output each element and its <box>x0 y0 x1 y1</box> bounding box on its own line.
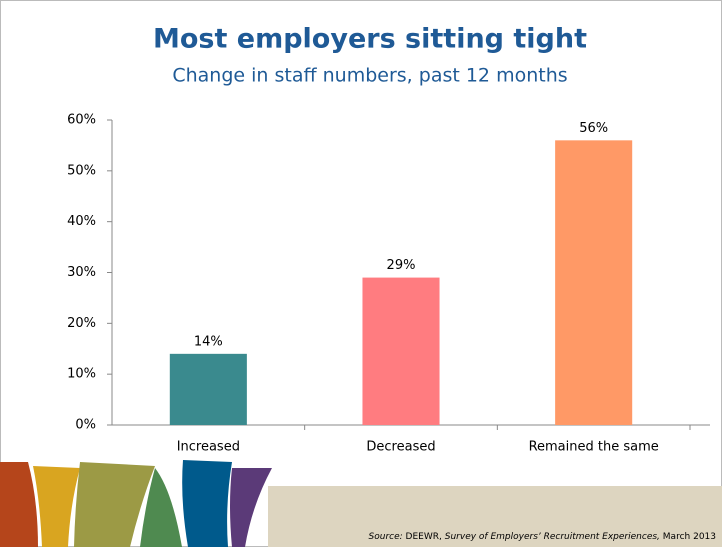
y-tick-label: 0% <box>75 418 96 433</box>
chart-title: Most employers sitting tight <box>153 24 587 55</box>
petal <box>0 462 38 547</box>
y-tick-label: 20% <box>67 316 96 331</box>
x-tick-label: Decreased <box>366 440 435 455</box>
petal <box>230 468 272 547</box>
value-label: 56% <box>579 121 608 136</box>
petal <box>33 466 80 547</box>
bar <box>362 277 440 425</box>
source-title: Survey of Employers’ Recruitment Experie… <box>445 532 660 542</box>
bar <box>169 353 247 425</box>
y-tick-label: 40% <box>67 214 96 229</box>
source-org: DEEWR, <box>406 532 442 542</box>
y-tick-label: 60% <box>67 113 96 128</box>
chart-subtitle: Change in staff numbers, past 12 months <box>172 65 567 87</box>
x-tick-label: Increased <box>177 440 240 455</box>
y-tick-label: 50% <box>67 163 96 178</box>
value-label: 29% <box>387 258 416 273</box>
y-tick-label: 10% <box>67 367 96 382</box>
source-note: Source: DEEWR, Survey of Employers’ Recr… <box>369 532 716 542</box>
source-label: Source: <box>369 532 403 542</box>
y-tick-label: 30% <box>67 265 96 280</box>
source-date: March 2013 <box>663 532 716 542</box>
petal <box>74 462 155 547</box>
petal <box>182 460 232 547</box>
value-label: 14% <box>194 334 223 349</box>
footer-band <box>268 486 722 547</box>
decoration <box>0 460 722 547</box>
bar <box>555 140 633 426</box>
petal <box>140 468 182 547</box>
x-tick-label: Remained the same <box>529 440 659 455</box>
